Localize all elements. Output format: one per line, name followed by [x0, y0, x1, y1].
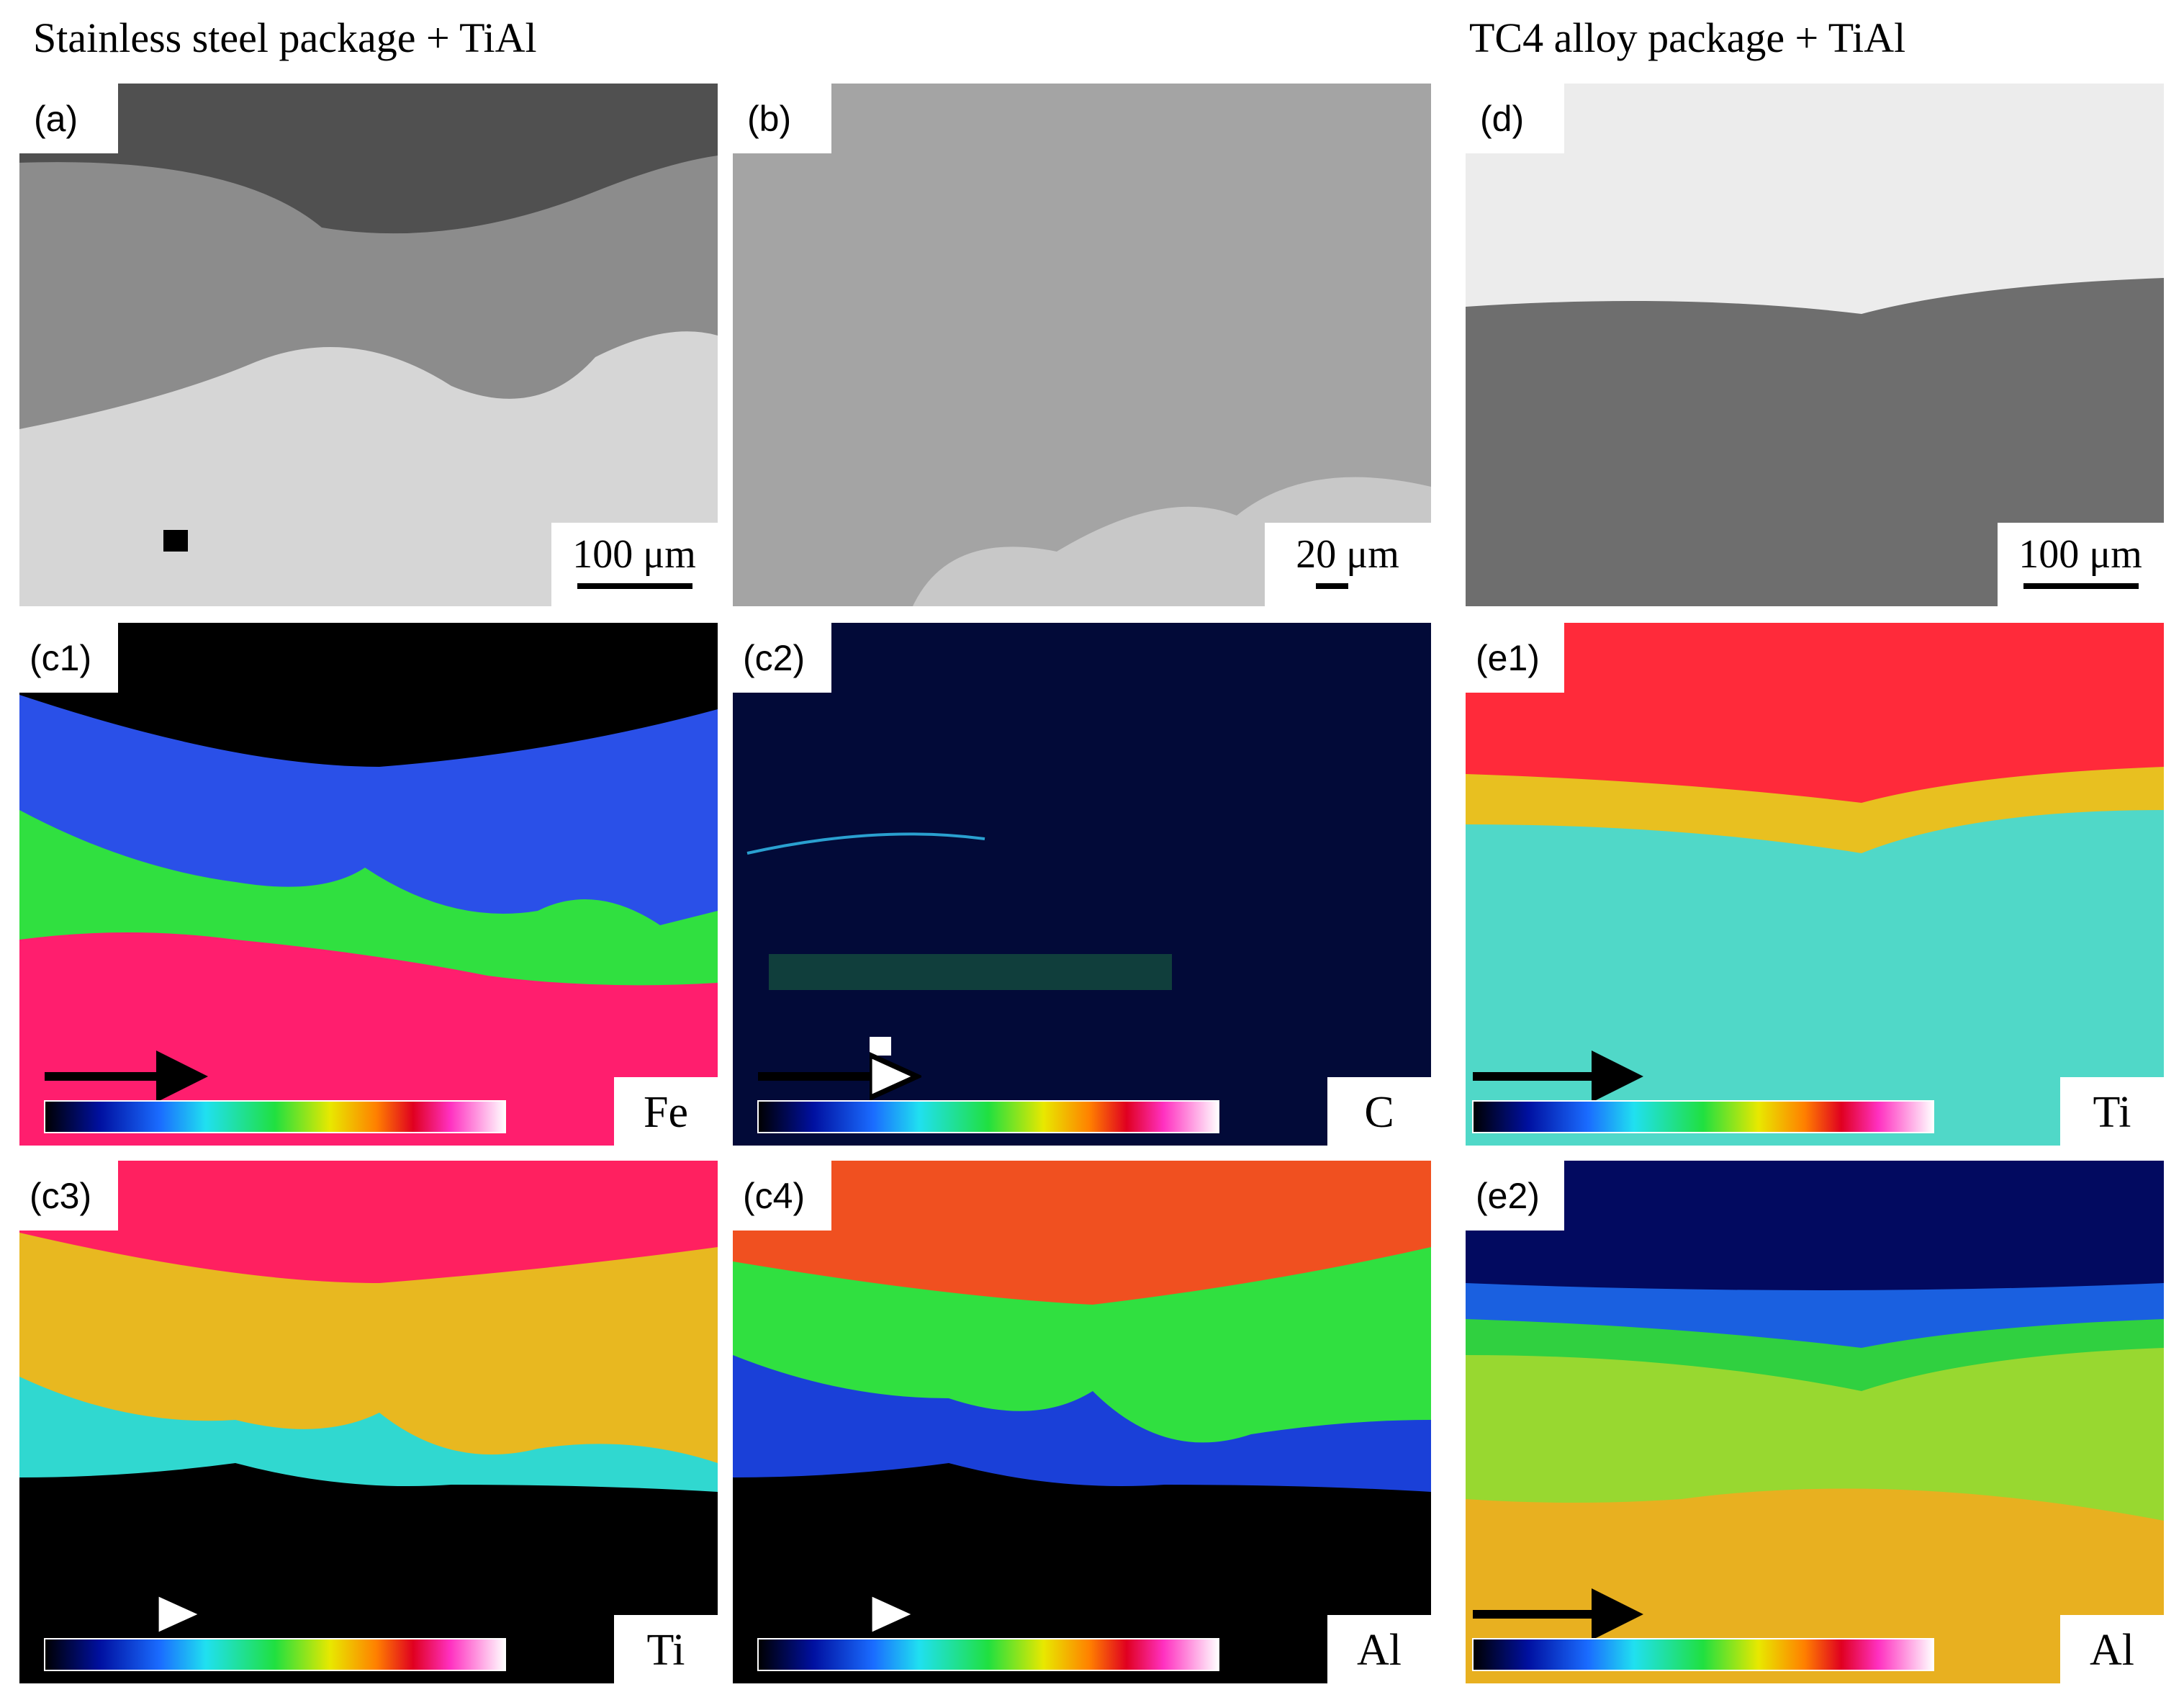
panel-label: (d): [1480, 99, 1524, 139]
label-box: [733, 84, 831, 153]
label-box: [19, 623, 118, 693]
panel-d: (d) 100 μm: [1466, 84, 2164, 606]
element-box: [2060, 1615, 2164, 1683]
layer: [733, 1161, 1431, 1305]
trace: [769, 954, 1172, 990]
scale-box: [1998, 523, 2164, 606]
color-bar: [44, 1638, 506, 1671]
label-box: [733, 623, 831, 693]
layer: [19, 623, 718, 767]
layer: [1466, 84, 2164, 314]
element-label: Al: [2090, 1626, 2134, 1675]
panel-c3: (c3) Ti: [19, 1161, 718, 1683]
scale-box: [551, 523, 718, 606]
label-box: [1466, 84, 1564, 153]
scale-bar-label: 100 μm: [572, 532, 696, 577]
panel-c4: (c4) Al: [733, 1161, 1431, 1683]
element-label: C: [1364, 1088, 1394, 1137]
panel-label: (a): [34, 99, 78, 139]
color-bar: [757, 1638, 1219, 1671]
color-bar: [44, 1100, 506, 1133]
panel-label: (c3): [30, 1176, 91, 1216]
particle: [870, 1037, 891, 1056]
element-box: [2060, 1077, 2164, 1146]
panel-label: (e2): [1476, 1176, 1540, 1216]
label-box: [1466, 1161, 1564, 1231]
panel-label: (c4): [743, 1176, 805, 1216]
element-box: [1327, 1077, 1431, 1146]
panel-c1: (c1) Fe: [19, 623, 718, 1146]
panel-b: (b) 20 μm: [733, 84, 1431, 606]
color-bar: [1472, 1100, 1934, 1133]
element-label: Ti: [647, 1626, 685, 1675]
color-bar: [1472, 1638, 1934, 1671]
label-box: [19, 84, 118, 153]
label-box: [19, 1161, 118, 1231]
element-label: Al: [1357, 1626, 1402, 1675]
panel-label: (b): [747, 99, 791, 139]
label-box: [1466, 623, 1564, 693]
panel-a: (a) 100 μm: [19, 84, 718, 606]
map-bg: [733, 623, 1431, 1146]
element-box: [614, 1077, 718, 1146]
element-label: Ti: [2093, 1088, 2131, 1137]
element-box: [1327, 1615, 1431, 1683]
header-right: TC4 alloy package + TiAl: [1469, 14, 1905, 61]
panel-label: (c2): [743, 638, 805, 678]
element-label: Fe: [644, 1088, 688, 1137]
panel-e1: (e1) Ti: [1466, 623, 2164, 1146]
header-left: Stainless steel package + TiAl: [33, 14, 537, 61]
layer: [1466, 623, 2164, 803]
layer: [19, 84, 718, 234]
scale-bar-label: 20 μm: [1296, 532, 1399, 577]
color-bar: [757, 1100, 1219, 1133]
element-box: [614, 1615, 718, 1683]
scale-box: [1265, 523, 1431, 606]
layer: [1466, 1161, 2164, 1290]
panel-label: (e1): [1476, 638, 1540, 678]
layer: [19, 1161, 718, 1283]
panel-e2: (e2) Al: [1466, 1161, 2164, 1683]
label-box: [733, 1161, 831, 1231]
scale-bar-label: 100 μm: [2018, 532, 2142, 577]
trace: [746, 832, 985, 855]
particle: [163, 530, 188, 552]
panel-c2: (c2) C: [733, 623, 1431, 1146]
panel-label: (c1): [30, 638, 91, 678]
